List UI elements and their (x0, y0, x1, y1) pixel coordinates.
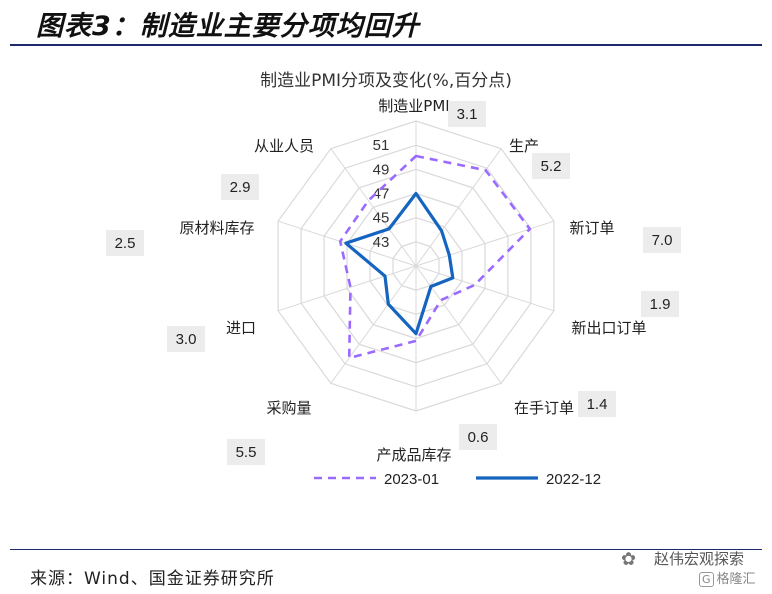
change-label: 0.6 (468, 429, 489, 446)
axis-label: 进口 (226, 319, 256, 337)
series-line (338, 154, 532, 360)
grid-spoke (415, 148, 502, 267)
wechat-icon: ✿ (621, 549, 637, 570)
change-label: 2.9 (230, 179, 251, 196)
axis-label: 在手订单 (514, 399, 574, 417)
legend-label: 2022-12 (546, 471, 601, 488)
footer-rule (10, 549, 762, 550)
axis-label: 从业人员 (254, 137, 314, 155)
grid-spoke (330, 148, 417, 267)
legend-label: 2023-01 (384, 471, 439, 488)
axis-label: 新出口订单 (571, 319, 646, 337)
change-badge (106, 230, 144, 256)
radial-tick-label: 45 (373, 210, 390, 227)
radial-tick-label: 49 (373, 161, 390, 178)
watermark-logo: G 格隆汇 (699, 568, 756, 587)
change-badge (448, 101, 486, 127)
change-badge (221, 174, 259, 200)
change-label: 7.0 (652, 232, 673, 249)
change-label: 2.5 (115, 235, 136, 252)
change-label: 5.5 (236, 444, 257, 461)
grid-spoke (415, 265, 555, 312)
axis-label: 新订单 (569, 219, 614, 237)
watermark-name: 赵伟宏观探索 (654, 550, 745, 568)
change-label: 1.4 (587, 396, 608, 413)
header-title: 图表3：制造业主要分项均回升 (36, 11, 420, 42)
source-note: 来源：Wind、国金证券研究所 (30, 569, 275, 589)
grid-spoke (330, 265, 417, 384)
change-badge (459, 424, 497, 450)
change-badge (167, 326, 205, 352)
axis-label: 采购量 (266, 399, 311, 417)
axis-label: 产成品库存 (376, 446, 451, 464)
axis-label: 制造业PMI (378, 97, 449, 115)
change-label: 3.0 (176, 331, 197, 348)
radial-tick-label: 51 (373, 137, 390, 154)
series-line (344, 191, 455, 336)
axis-label: 原材料库存 (179, 219, 254, 237)
grid-spoke (277, 265, 417, 312)
change-label: 5.2 (541, 158, 562, 175)
radial-tick-label: 47 (373, 186, 390, 203)
change-badge (643, 227, 681, 253)
change-label: 1.9 (650, 296, 671, 313)
radial-tick-label: 43 (373, 234, 390, 251)
watermark-logo-mark: G (699, 572, 714, 587)
change-badge (532, 153, 570, 179)
change-label: 3.1 (457, 106, 478, 123)
change-badge (641, 291, 679, 317)
axis-label: 生产 (509, 137, 539, 155)
grid-spoke (415, 265, 502, 384)
chart-title: 制造业PMI分项及变化(%,百分点) (260, 71, 512, 91)
change-badge (578, 391, 616, 417)
header-rule (10, 44, 762, 46)
watermark-logo-text: 格隆汇 (716, 572, 756, 587)
change-badge (227, 439, 265, 465)
